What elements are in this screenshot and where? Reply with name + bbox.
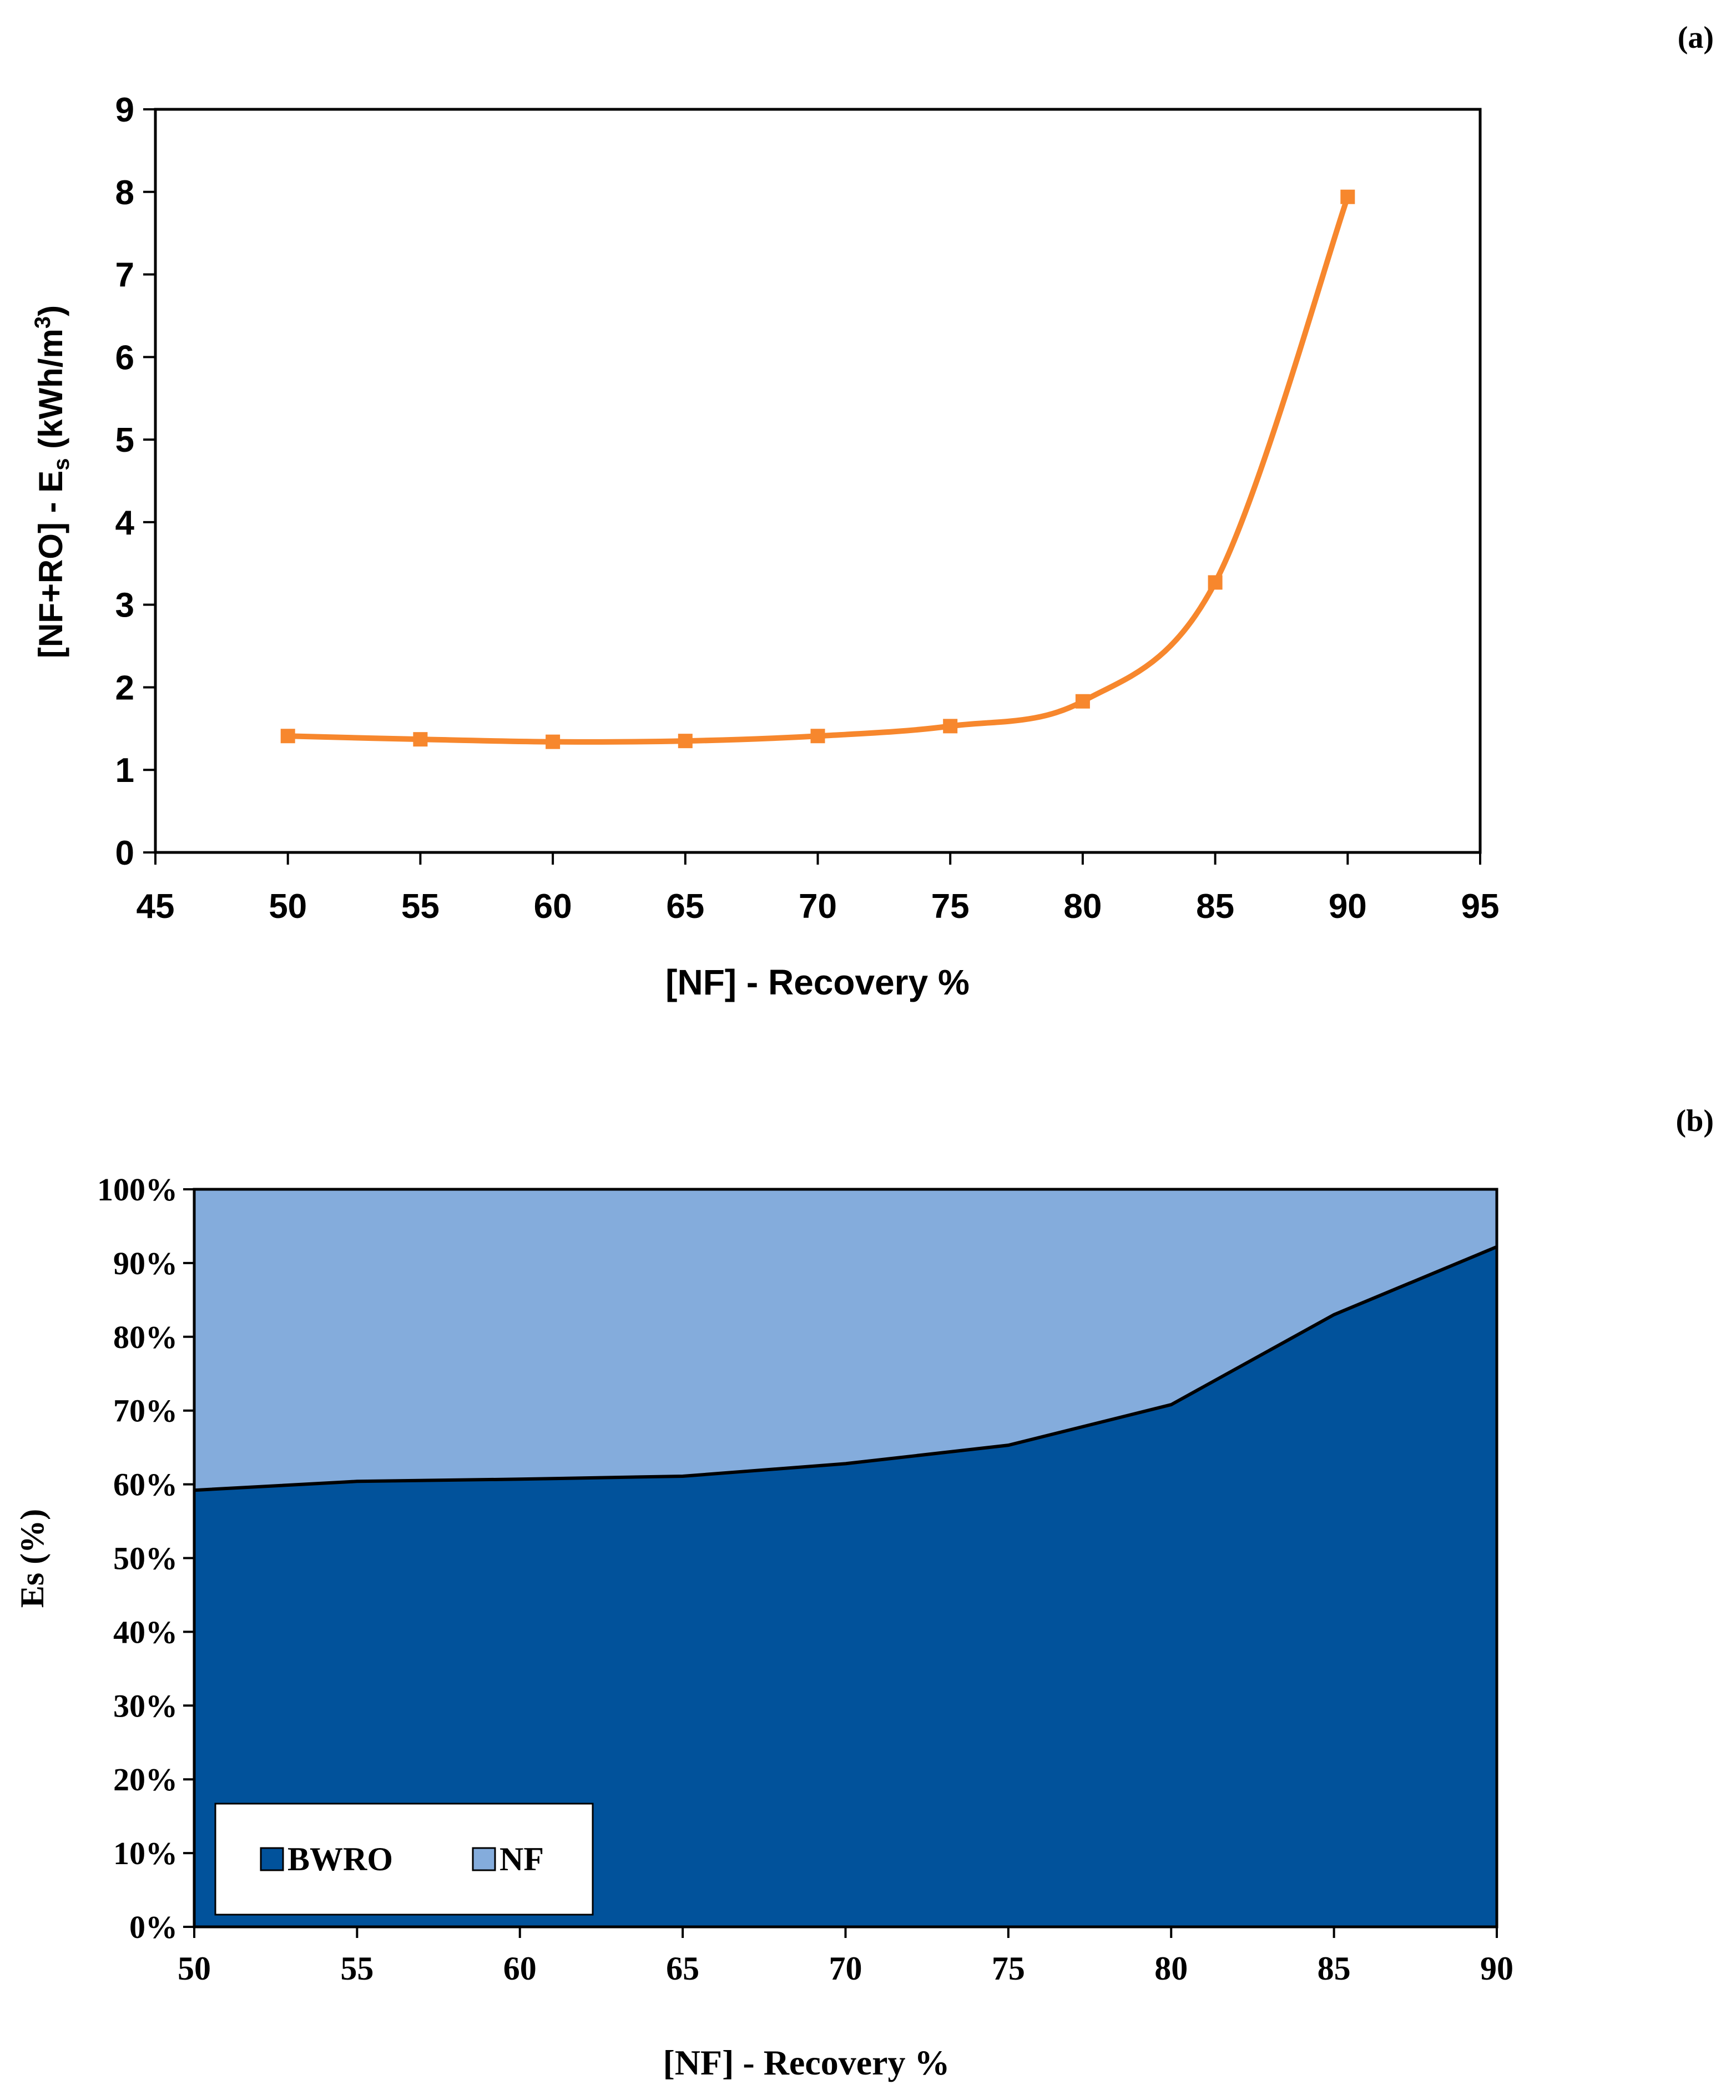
- x-tick-label: 85: [1196, 887, 1234, 926]
- data-point-marker: [678, 734, 693, 749]
- x-tick-label: 50: [178, 1950, 211, 1987]
- chart-b-legend: BWRO NF: [214, 1803, 594, 1916]
- chart-a-x-ticks: 45 50 55 60 65 70 75 80 85 90 95: [137, 852, 1500, 926]
- chart-b-y-ticks: 0% 10% 20% 30% 40% 50% 60% 70% 80% 90% 100%: [97, 1172, 194, 1945]
- y-tick-label: 8: [115, 174, 134, 212]
- y-tick-label: 50%: [113, 1541, 178, 1577]
- area-bwro: [194, 1246, 1497, 1927]
- y-tick-label: 4: [115, 504, 135, 542]
- chart-a-y-ticks: 0 1 2 3 4 5 6 7 8 9: [115, 91, 155, 872]
- x-tick-label: 55: [340, 1950, 374, 1987]
- data-point-marker: [943, 719, 958, 734]
- y-tick-label: 40%: [113, 1614, 178, 1650]
- x-tick-label: 80: [1154, 1950, 1188, 1987]
- x-tick-label: 70: [799, 887, 837, 926]
- y-tick-label: 5: [115, 421, 134, 460]
- x-tick-label: 85: [1318, 1950, 1351, 1987]
- ylabel-subscript: s: [49, 458, 74, 470]
- y-tick-label: 100%: [97, 1172, 178, 1208]
- chart-a-x-axis-label: [NF] - Recovery %: [665, 962, 970, 1002]
- data-point-marker: [1340, 189, 1355, 204]
- y-tick-label: 20%: [113, 1761, 178, 1798]
- data-point-marker: [413, 732, 428, 747]
- chart-a-plot-frame: [154, 108, 1482, 854]
- x-tick-label: 75: [931, 887, 970, 926]
- y-tick-label: 10%: [113, 1835, 178, 1871]
- x-tick-label: 90: [1329, 887, 1367, 926]
- x-tick-label: 95: [1461, 887, 1500, 926]
- data-point-marker: [546, 734, 561, 749]
- y-tick-label: 9: [115, 91, 134, 129]
- y-tick-label: 6: [115, 339, 134, 377]
- data-point-marker: [280, 729, 295, 744]
- y-tick-label: 3: [115, 587, 134, 625]
- y-tick-label: 1: [115, 751, 134, 790]
- panel-label-b: (b): [1676, 1104, 1714, 1138]
- ylabel-unit-open: (kWh/m: [32, 329, 69, 458]
- legend-label-bwro: BWRO: [287, 1841, 393, 1877]
- chart-a-series: [280, 189, 1355, 749]
- panel-label-a: (a): [1678, 21, 1714, 55]
- x-tick-label: 50: [269, 887, 307, 926]
- legend-swatch-bwro: [260, 1847, 284, 1871]
- data-point-marker: [810, 729, 825, 744]
- x-tick-label: 45: [137, 887, 175, 926]
- x-tick-label: 70: [829, 1950, 862, 1987]
- ylabel-superscript: 3: [31, 316, 55, 329]
- x-tick-label: 80: [1063, 887, 1102, 926]
- legend-label-nf: NF: [499, 1841, 544, 1877]
- x-tick-label: 60: [534, 887, 572, 926]
- series-line: [287, 196, 1351, 745]
- x-tick-label: 90: [1480, 1950, 1513, 1987]
- data-point-marker: [1075, 694, 1090, 709]
- y-tick-label: 30%: [113, 1688, 178, 1724]
- chart-b-x-axis-label: [NF] - Recovery %: [663, 2043, 950, 2082]
- chart-a-y-axis-label: [NF+RO] - Es (kWh/m3): [31, 305, 74, 658]
- x-tick-label: 55: [401, 887, 440, 926]
- data-point-marker: [1208, 575, 1223, 590]
- x-tick-label: 65: [666, 887, 704, 926]
- y-tick-label: 60%: [113, 1467, 178, 1503]
- area-boundary-line: [194, 1245, 1498, 1492]
- y-tick-label: 0%: [129, 1909, 178, 1945]
- x-tick-label: 75: [992, 1950, 1025, 1987]
- y-tick-label: 80%: [113, 1319, 178, 1355]
- x-tick-label: 60: [503, 1950, 537, 1987]
- ylabel-main: [NF+RO] - E: [32, 471, 69, 658]
- chart-b: (b) 0% 10% 20% 30% 40% 50% 60% 70% 80% 90% 100% 50…: [14, 1104, 1714, 2082]
- y-tick-label: 2: [115, 669, 134, 707]
- y-tick-label: 70%: [113, 1393, 178, 1429]
- x-tick-label: 65: [666, 1950, 699, 1987]
- y-tick-label: 0: [115, 834, 134, 872]
- legend-swatch-nf: [472, 1847, 496, 1871]
- y-tick-label: 90%: [113, 1245, 178, 1281]
- chart-b-x-ticks: 50 55 60 65 70 75 80 85 90: [178, 1927, 1513, 1987]
- chart-b-y-axis-label: Es (%): [14, 1509, 51, 1608]
- y-tick-label: 7: [115, 256, 134, 295]
- ylabel-unit-close: ): [32, 305, 69, 316]
